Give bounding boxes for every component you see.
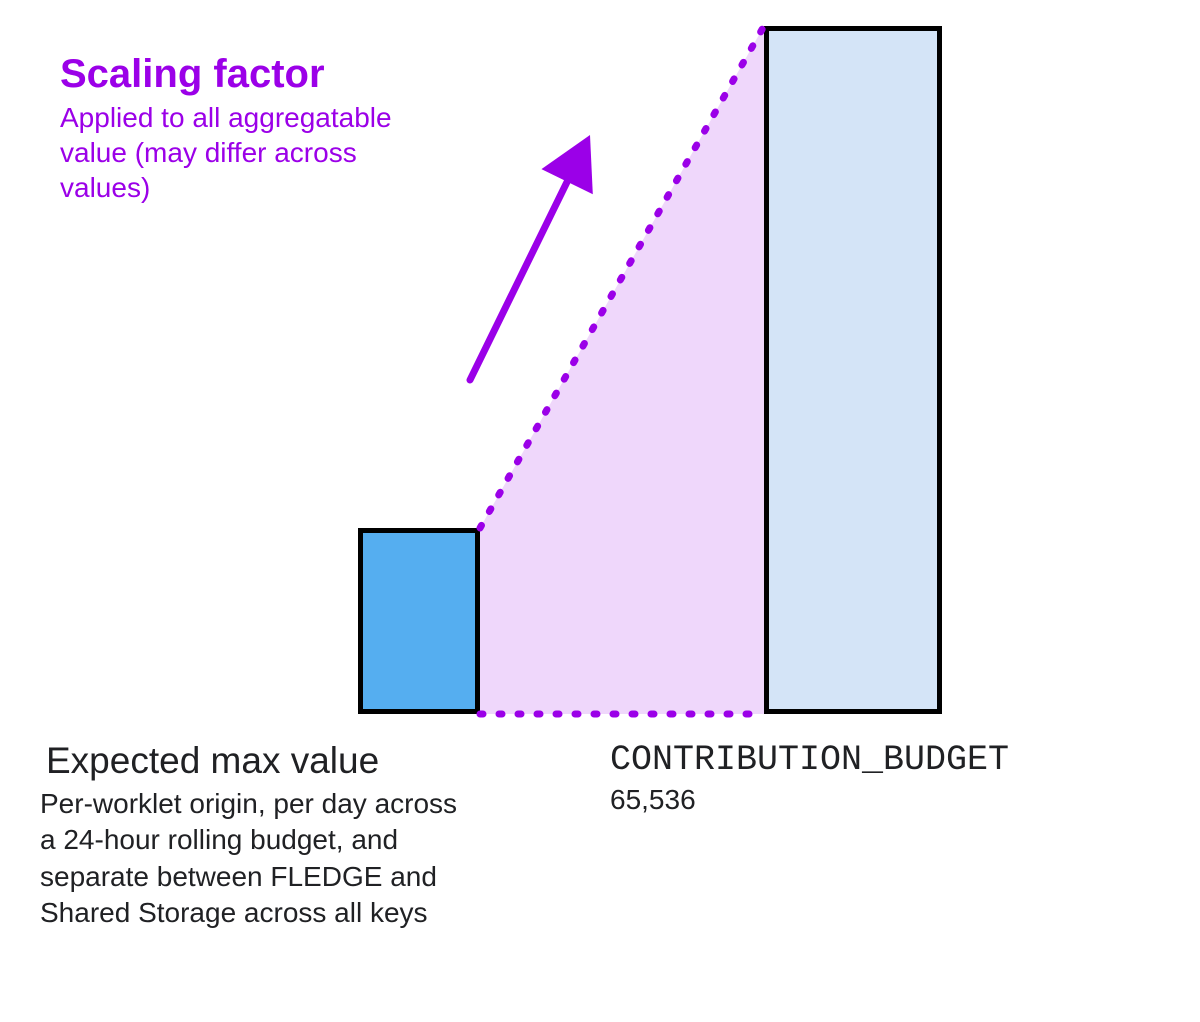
bar-contribution-budget (764, 26, 942, 714)
scaling-factor-subtitle: Applied to all aggregatable value (may d… (60, 100, 420, 205)
expected-max-description: Per-worklet origin, per day across a 24-… (40, 786, 480, 932)
bar-expected-max (358, 528, 480, 714)
contribution-budget-title: CONTRIBUTION_BUDGET (610, 740, 1200, 780)
dotted-diagonal (480, 26, 764, 528)
scaling-region-fill (480, 26, 764, 714)
scaling-factor-title: Scaling factor (60, 52, 480, 97)
scaling-arrow (470, 135, 593, 380)
expected-max-title: Expected max value (46, 740, 526, 782)
diagram-canvas: Scaling factor Applied to all aggregatab… (0, 0, 1200, 1022)
contribution-budget-value: 65,536 (610, 782, 910, 818)
